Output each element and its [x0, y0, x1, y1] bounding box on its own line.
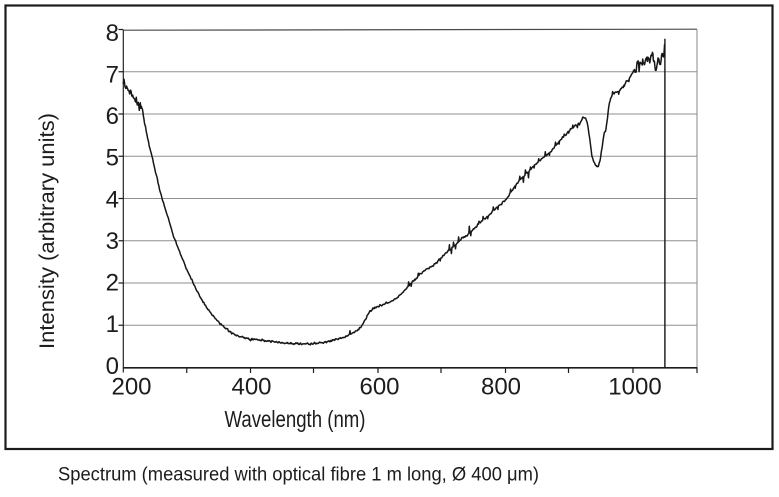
- svg-text:7: 7: [106, 61, 119, 88]
- svg-text:Intensity (arbitrary units): Intensity (arbitrary units): [36, 113, 59, 349]
- svg-text:8: 8: [106, 20, 119, 47]
- svg-text:2: 2: [106, 270, 119, 297]
- svg-text:Wavelength (nm): Wavelength (nm): [225, 406, 366, 432]
- svg-text:6: 6: [106, 103, 119, 130]
- svg-text:400: 400: [231, 374, 271, 401]
- svg-text:1000: 1000: [608, 374, 661, 401]
- svg-text:3: 3: [106, 228, 119, 255]
- svg-text:4: 4: [106, 186, 119, 213]
- svg-text:Spectrum (measured with optica: Spectrum (measured with optical fibre 1 …: [58, 465, 539, 486]
- svg-text:800: 800: [481, 374, 521, 401]
- svg-text:200: 200: [111, 374, 151, 401]
- svg-text:0: 0: [106, 353, 119, 380]
- svg-text:600: 600: [359, 374, 399, 401]
- svg-text:1: 1: [106, 311, 119, 338]
- svg-text:5: 5: [106, 145, 119, 172]
